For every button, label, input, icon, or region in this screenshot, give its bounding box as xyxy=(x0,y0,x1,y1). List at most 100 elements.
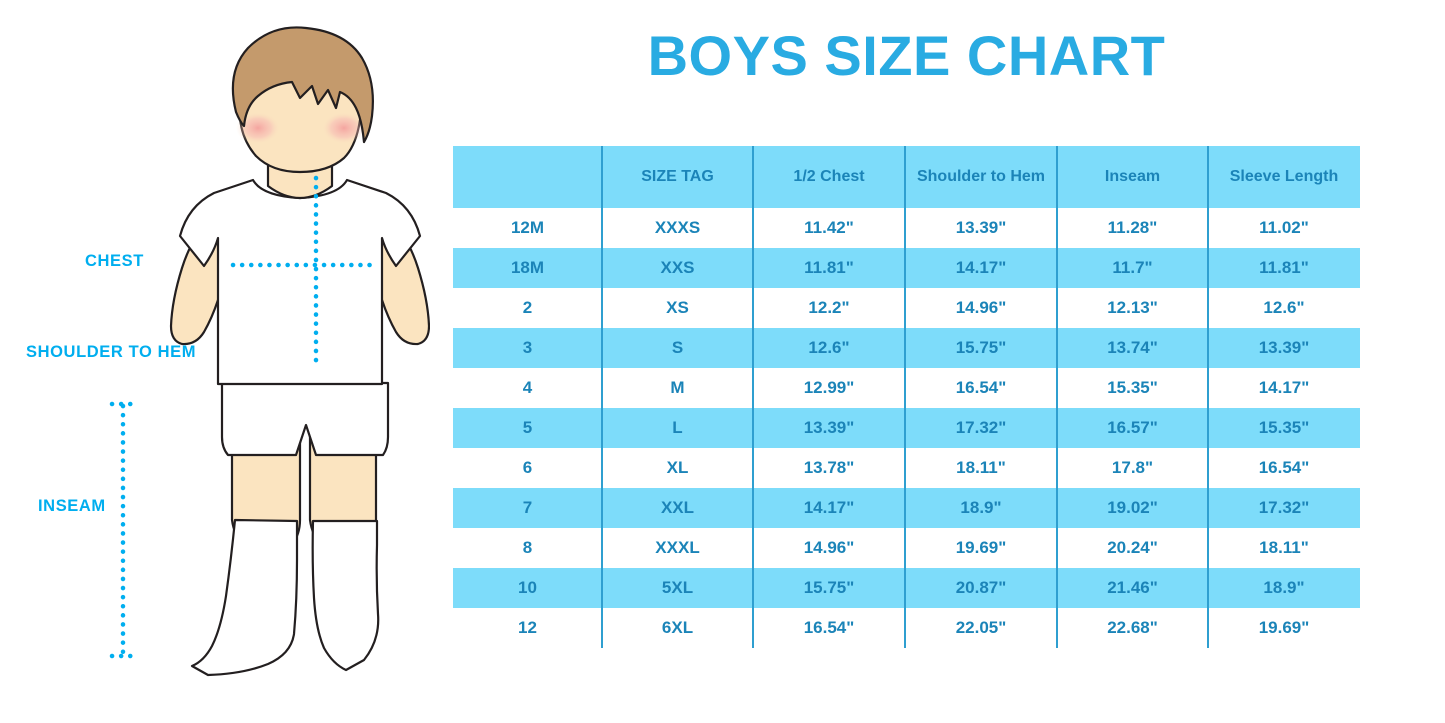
cell-size: 7 xyxy=(453,488,602,528)
cell-size: 2 xyxy=(453,288,602,328)
cell-half-chest: 13.78" xyxy=(753,448,905,488)
cell-inseam: 21.46" xyxy=(1057,568,1208,608)
cell-size-tag: XS xyxy=(602,288,753,328)
cell-size: 8 xyxy=(453,528,602,568)
cell-size-tag: M xyxy=(602,368,753,408)
table-row: 2 XS 12.2" 14.96" 12.13" 12.6" xyxy=(453,288,1360,328)
cell-shoulder-to-hem: 20.87" xyxy=(905,568,1057,608)
table-row: 8 XXXL 14.96" 19.69" 20.24" 18.11" xyxy=(453,528,1360,568)
cell-size: 12 xyxy=(453,608,602,648)
cell-inseam: 11.7" xyxy=(1057,248,1208,288)
column-header-size-tag: SIZE TAG xyxy=(602,146,753,208)
cell-half-chest: 14.96" xyxy=(753,528,905,568)
cell-size: 6 xyxy=(453,448,602,488)
blush-right xyxy=(322,112,366,144)
cell-sleeve-length: 12.6" xyxy=(1208,288,1360,328)
size-chart-table: SIZE TAG 1/2 Chest Shoulder to Hem Insea… xyxy=(453,146,1360,648)
column-header-half-chest: 1/2 Chest xyxy=(753,146,905,208)
column-header-sleeve-length: Sleeve Length xyxy=(1208,146,1360,208)
cell-inseam: 11.28" xyxy=(1057,208,1208,248)
column-header-inseam: Inseam xyxy=(1057,146,1208,208)
cell-half-chest: 11.81" xyxy=(753,248,905,288)
table-row: 12M XXXS 11.42" 13.39" 11.28" 11.02" xyxy=(453,208,1360,248)
cell-size: 10 xyxy=(453,568,602,608)
table-row: 5 L 13.39" 17.32" 16.57" 15.35" xyxy=(453,408,1360,448)
table-row: 6 XL 13.78" 18.11" 17.8" 16.54" xyxy=(453,448,1360,488)
cell-shoulder-to-hem: 17.32" xyxy=(905,408,1057,448)
column-divider-3 xyxy=(904,146,906,648)
cell-size-tag: XXS xyxy=(602,248,753,288)
cell-size: 5 xyxy=(453,408,602,448)
cell-shoulder-to-hem: 13.39" xyxy=(905,208,1057,248)
cell-half-chest: 12.99" xyxy=(753,368,905,408)
cell-half-chest: 14.17" xyxy=(753,488,905,528)
column-divider-2 xyxy=(752,146,754,648)
label-shoulder-to-hem: SHOULDER TO HEM xyxy=(26,343,197,361)
cell-inseam: 17.8" xyxy=(1057,448,1208,488)
column-divider-4 xyxy=(1056,146,1058,648)
cell-shoulder-to-hem: 16.54" xyxy=(905,368,1057,408)
cell-inseam: 12.13" xyxy=(1057,288,1208,328)
cell-inseam: 19.02" xyxy=(1057,488,1208,528)
cell-size-tag: XXL xyxy=(602,488,753,528)
boy-figure-svg xyxy=(109,26,430,677)
cell-sleeve-length: 17.32" xyxy=(1208,488,1360,528)
cell-half-chest: 16.54" xyxy=(753,608,905,648)
cell-inseam: 15.35" xyxy=(1057,368,1208,408)
table-header: SIZE TAG 1/2 Chest Shoulder to Hem Insea… xyxy=(453,146,1360,208)
cell-size-tag: XL xyxy=(602,448,753,488)
shorts xyxy=(220,381,390,457)
page-title: BOYS SIZE CHART xyxy=(647,24,1166,87)
cell-size-tag: S xyxy=(602,328,753,368)
table-header-row: SIZE TAG 1/2 Chest Shoulder to Hem Insea… xyxy=(453,146,1360,208)
cell-size-tag: 6XL xyxy=(602,608,753,648)
boy-illustration: CHEST SHOULDER TO HEM INSEAM xyxy=(0,0,430,723)
cell-shoulder-to-hem: 18.11" xyxy=(905,448,1057,488)
cell-sleeve-length: 14.17" xyxy=(1208,368,1360,408)
cell-half-chest: 12.2" xyxy=(753,288,905,328)
cell-size-tag: XXXS xyxy=(602,208,753,248)
cell-shoulder-to-hem: 14.17" xyxy=(905,248,1057,288)
table-row: 10 5XL 15.75" 20.87" 21.46" 18.9" xyxy=(453,568,1360,608)
cell-shoulder-to-hem: 19.69" xyxy=(905,528,1057,568)
label-inseam: INSEAM xyxy=(38,497,106,515)
cell-sleeve-length: 19.69" xyxy=(1208,608,1360,648)
cell-inseam: 16.57" xyxy=(1057,408,1208,448)
cell-inseam: 22.68" xyxy=(1057,608,1208,648)
cell-half-chest: 12.6" xyxy=(753,328,905,368)
cell-sleeve-length: 18.9" xyxy=(1208,568,1360,608)
cell-shoulder-to-hem: 22.05" xyxy=(905,608,1057,648)
column-divider-1 xyxy=(601,146,603,648)
table-row: 7 XXL 14.17" 18.9" 19.02" 17.32" xyxy=(453,488,1360,528)
cell-half-chest: 13.39" xyxy=(753,408,905,448)
boot-left xyxy=(190,518,299,677)
table-row: 4 M 12.99" 16.54" 15.35" 14.17" xyxy=(453,368,1360,408)
cell-size-tag: L xyxy=(602,408,753,448)
column-header-size xyxy=(453,146,602,208)
boot-right xyxy=(311,519,380,672)
cell-inseam: 20.24" xyxy=(1057,528,1208,568)
cell-shoulder-to-hem: 14.96" xyxy=(905,288,1057,328)
cell-size: 12M xyxy=(453,208,602,248)
cell-sleeve-length: 13.39" xyxy=(1208,328,1360,368)
cell-sleeve-length: 16.54" xyxy=(1208,448,1360,488)
cell-sleeve-length: 11.02" xyxy=(1208,208,1360,248)
cell-half-chest: 15.75" xyxy=(753,568,905,608)
column-header-shoulder-to-hem: Shoulder to Hem xyxy=(905,146,1057,208)
label-chest: CHEST xyxy=(85,252,144,270)
cell-inseam: 13.74" xyxy=(1057,328,1208,368)
cell-sleeve-length: 18.11" xyxy=(1208,528,1360,568)
cell-sleeve-length: 11.81" xyxy=(1208,248,1360,288)
blush-left xyxy=(236,112,280,144)
table-row: 3 S 12.6" 15.75" 13.74" 13.39" xyxy=(453,328,1360,368)
hair xyxy=(231,26,374,144)
table-row: 12 6XL 16.54" 22.05" 22.68" 19.69" xyxy=(453,608,1360,648)
cell-size: 18M xyxy=(453,248,602,288)
cell-size-tag: XXXL xyxy=(602,528,753,568)
cell-size-tag: 5XL xyxy=(602,568,753,608)
cell-half-chest: 11.42" xyxy=(753,208,905,248)
cell-shoulder-to-hem: 18.9" xyxy=(905,488,1057,528)
table-body: 12M XXXS 11.42" 13.39" 11.28" 11.02" 18M XXS 11.… xyxy=(453,208,1360,648)
table-row: 18M XXS 11.81" 14.17" 11.7" 11.81" xyxy=(453,248,1360,288)
